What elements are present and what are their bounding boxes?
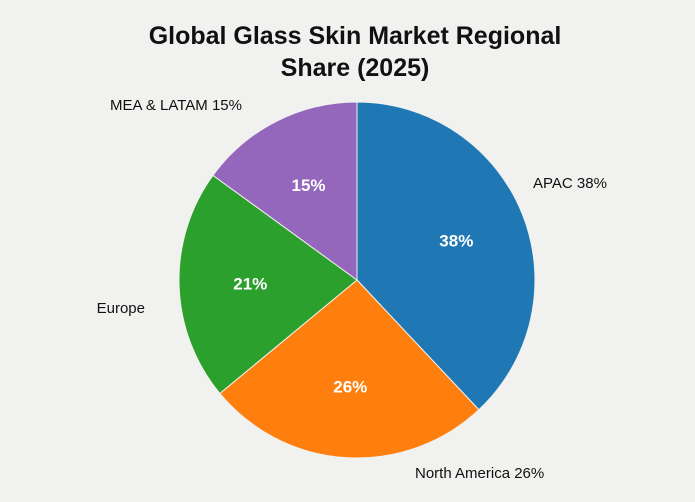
pie-percent-label-apac: 38% (439, 232, 473, 251)
pie-slice-north-america (219, 279, 480, 459)
pie-percent-labels: 38% 26% 21% 15% (233, 176, 473, 397)
chart-title-line-1: Global Glass Skin Market Regional (149, 22, 562, 50)
pie-outer-labels: APAC 38% North America 26% Europe MEA & … (97, 97, 607, 482)
pie-slice-apac (356, 101, 536, 411)
pie-percent-label-mea-latam: 15% (291, 176, 325, 195)
pie-slices (178, 101, 536, 459)
outer-label-europe: Europe (97, 300, 145, 317)
pie-percent-label-north-america: 26% (333, 378, 367, 397)
outer-label-apac: APAC 38% (533, 175, 607, 192)
outer-label-mea-latam: MEA & LATAM 15% (110, 97, 242, 114)
pie-slice-europe (178, 174, 358, 395)
outer-label-north-america: North America 26% (415, 465, 544, 482)
pie-slice-mea-latam (212, 101, 358, 281)
chart-title-line-2: Share (2025) (281, 54, 430, 82)
pie-percent-label-europe: 21% (233, 274, 267, 293)
